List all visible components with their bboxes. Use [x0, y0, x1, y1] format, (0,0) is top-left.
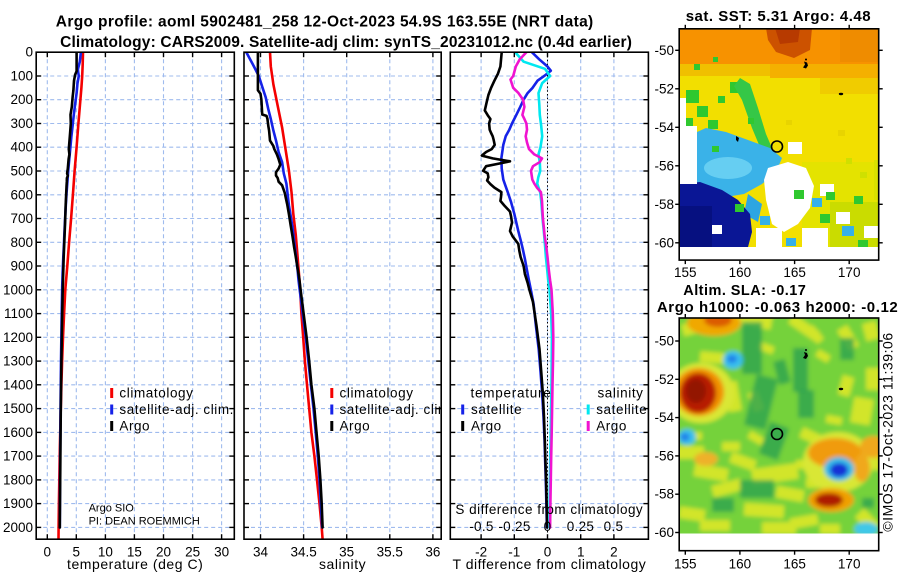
svg-text:0: 0	[544, 545, 552, 560]
svg-text:500: 500	[10, 164, 33, 179]
svg-text:0: 0	[25, 45, 33, 60]
svg-text:155: 155	[674, 557, 697, 572]
svg-text:satellite-adj. clim.: satellite-adj. clim.	[119, 402, 234, 417]
svg-text:-60: -60	[654, 235, 674, 250]
svg-text:1000: 1000	[3, 282, 33, 297]
svg-text:Climatology: CARS2009. Satelli: Climatology: CARS2009. Satellite-adj cli…	[60, 34, 632, 51]
svg-text:1900: 1900	[3, 496, 33, 511]
svg-text:Argo: Argo	[119, 419, 150, 434]
svg-text:Argo profile: aoml 5902481_258: Argo profile: aoml 5902481_258 12-Oct-20…	[56, 14, 594, 31]
svg-text:20: 20	[156, 545, 171, 560]
svg-text:1500: 1500	[3, 401, 33, 416]
svg-text:165: 165	[783, 557, 806, 572]
svg-text:1700: 1700	[3, 449, 33, 464]
svg-text:0: 0	[44, 545, 52, 560]
svg-text:-50: -50	[654, 334, 674, 349]
svg-text:800: 800	[10, 235, 33, 250]
svg-text:climatology: climatology	[340, 386, 414, 401]
svg-text:Argo h1000: -0.063 h2000: -0.1: Argo h1000: -0.063 h2000: -0.12	[657, 299, 898, 316]
svg-text:satellite: satellite	[596, 402, 647, 417]
svg-text:600: 600	[10, 187, 33, 202]
svg-text:-0.25: -0.25	[498, 519, 530, 534]
svg-text:-52: -52	[654, 372, 674, 387]
svg-text:34: 34	[253, 545, 269, 560]
svg-text:0: 0	[544, 519, 552, 534]
svg-text:165: 165	[783, 265, 806, 280]
svg-text:-0.5: -0.5	[469, 519, 493, 534]
svg-text:salinity: salinity	[597, 386, 643, 401]
svg-text:700: 700	[10, 211, 33, 226]
svg-text:©IMOS 17-Oct-2023 11:39:06: ©IMOS 17-Oct-2023 11:39:06	[880, 332, 896, 531]
svg-text:Argo SIO: Argo SIO	[89, 502, 135, 514]
svg-text:satellite-adj. clim.: satellite-adj. clim.	[340, 402, 455, 417]
svg-text:160: 160	[729, 265, 752, 280]
svg-text:-56: -56	[654, 158, 674, 173]
svg-text:160: 160	[729, 557, 752, 572]
svg-text:1400: 1400	[3, 377, 33, 392]
svg-text:2: 2	[610, 545, 618, 560]
svg-text:35: 35	[339, 545, 354, 560]
svg-text:30: 30	[214, 545, 229, 560]
svg-text:sat. SST: 5.31 Argo: 4.48: sat. SST: 5.31 Argo: 4.48	[686, 8, 871, 25]
svg-text:1200: 1200	[3, 330, 33, 345]
svg-text:salinity: salinity	[319, 556, 366, 572]
svg-text:400: 400	[10, 140, 33, 155]
svg-text:Argo: Argo	[340, 419, 371, 434]
svg-text:1800: 1800	[3, 472, 33, 487]
svg-text:35.5: 35.5	[377, 545, 403, 560]
svg-text:200: 200	[10, 92, 33, 107]
svg-text:1300: 1300	[3, 354, 33, 369]
svg-text:100: 100	[10, 69, 33, 84]
svg-text:-1: -1	[508, 545, 520, 560]
svg-text:temperature: temperature	[470, 386, 551, 401]
svg-text:1: 1	[577, 545, 585, 560]
svg-text:climatology: climatology	[119, 386, 193, 401]
svg-text:0.25: 0.25	[567, 519, 594, 534]
svg-text:-2: -2	[475, 545, 487, 560]
svg-text:-52: -52	[654, 81, 674, 96]
svg-text:-58: -58	[654, 197, 674, 212]
svg-text:15: 15	[127, 545, 142, 560]
svg-text:Altim. SLA: -0.17: Altim. SLA: -0.17	[683, 283, 806, 299]
svg-text:-54: -54	[654, 120, 674, 135]
svg-text:S difference from climatology: S difference from climatology	[455, 502, 643, 517]
svg-text:170: 170	[838, 557, 861, 572]
svg-text:900: 900	[10, 259, 33, 274]
svg-text:-58: -58	[654, 487, 674, 502]
svg-text:25: 25	[185, 545, 200, 560]
svg-text:1100: 1100	[4, 306, 33, 321]
svg-text:T difference from climatology: T difference from climatology	[453, 556, 647, 572]
svg-text:satellite: satellite	[471, 402, 522, 417]
svg-text:1600: 1600	[3, 425, 33, 440]
svg-text:170: 170	[838, 265, 861, 280]
svg-text:34.5: 34.5	[290, 545, 316, 560]
svg-text:-54: -54	[654, 410, 674, 425]
svg-text:Argo: Argo	[471, 419, 502, 434]
svg-text:155: 155	[674, 265, 697, 280]
svg-text:-56: -56	[654, 448, 674, 463]
svg-text:temperature (deg C): temperature (deg C)	[67, 556, 203, 572]
svg-text:-60: -60	[654, 525, 674, 540]
svg-text:0.5: 0.5	[604, 519, 624, 534]
svg-text:Argo: Argo	[596, 419, 627, 434]
svg-text:300: 300	[10, 116, 33, 131]
svg-text:5: 5	[73, 545, 81, 560]
svg-text:10: 10	[98, 545, 113, 560]
svg-text:PI: DEAN ROEMMICH: PI: DEAN ROEMMICH	[89, 516, 200, 528]
svg-text:-50: -50	[654, 43, 674, 58]
svg-text:2000: 2000	[3, 520, 33, 535]
svg-text:36: 36	[425, 545, 440, 560]
